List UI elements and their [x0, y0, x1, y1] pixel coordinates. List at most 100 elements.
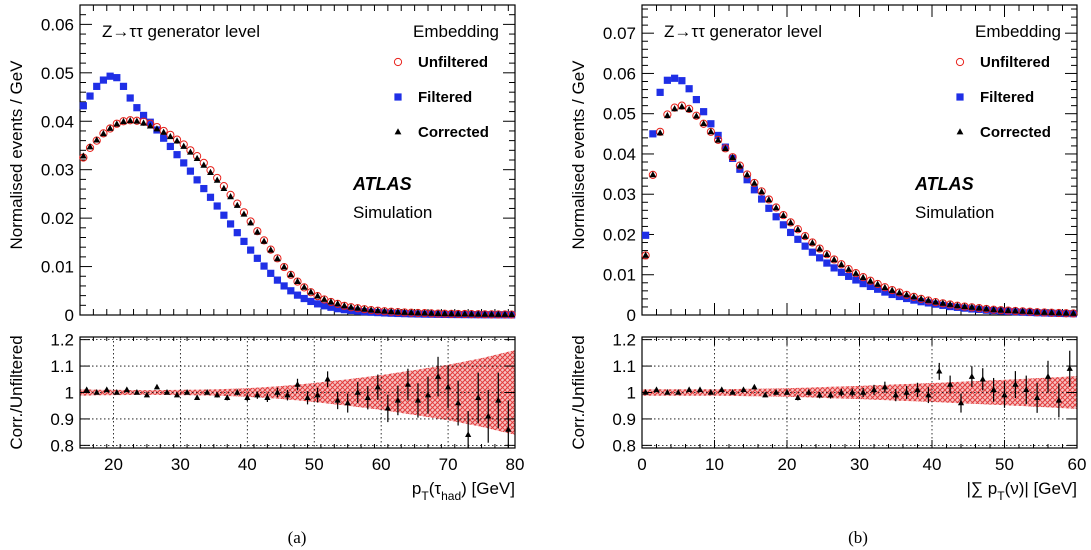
ratio-point: [914, 386, 921, 393]
y-tick-label: 0.03: [41, 161, 74, 180]
corrected-marker: [274, 255, 281, 262]
filtered-marker: [86, 92, 94, 100]
ratio-point: [424, 391, 432, 398]
corrected-marker: [508, 310, 516, 317]
unfiltered-marker: [750, 178, 759, 188]
corrected-marker: [736, 162, 744, 169]
legend-title: Embedding: [413, 22, 499, 41]
filtered-marker: [226, 220, 235, 228]
ratio-point: [455, 399, 462, 406]
ratio-point: [718, 386, 725, 393]
ratio-point: [968, 373, 975, 379]
y-tick-label: 0: [65, 306, 74, 325]
ratio-point: [475, 394, 482, 400]
corrected-marker: [448, 310, 455, 317]
x-tick-label: 20: [104, 455, 123, 474]
ratio-point: [113, 389, 120, 395]
x-tick-label: 10: [705, 455, 724, 474]
ratio-point: [224, 394, 231, 400]
unfiltered-marker: [273, 254, 282, 263]
y-tick-label: 0.06: [41, 15, 74, 34]
corrected-marker: [685, 105, 693, 113]
corrected-marker: [649, 171, 657, 178]
unfiltered-marker: [844, 265, 853, 274]
filtered-marker: [287, 287, 295, 295]
filtered-marker: [93, 82, 101, 90]
corrected-marker: [327, 298, 335, 305]
corrected-marker: [830, 256, 838, 263]
filtered-marker: [146, 118, 154, 126]
ratio-y-tick-label: 1.1: [612, 357, 636, 376]
corrected-marker: [260, 237, 268, 244]
corrected-marker: [307, 288, 315, 295]
filtered-marker: [113, 74, 121, 82]
corrected-marker: [678, 103, 686, 110]
plot-title: Z→ττ generator level: [102, 22, 260, 41]
ratio-point: [364, 394, 371, 400]
y-tick-label: 0.05: [603, 105, 636, 124]
legend-title: Embedding: [975, 22, 1061, 41]
y-tick-label: 0.05: [41, 64, 74, 83]
unfiltered-marker: [801, 231, 810, 241]
ratio-point: [947, 381, 954, 387]
corrected-marker: [758, 188, 766, 195]
corrected-marker: [642, 251, 650, 258]
unfiltered-marker: [692, 111, 701, 120]
filtered-marker: [160, 134, 168, 142]
ratio-point: [838, 389, 845, 395]
corrected-marker: [113, 120, 121, 127]
ratio-point: [696, 386, 704, 393]
ratio-point: [881, 383, 888, 390]
corrected-marker: [692, 112, 700, 119]
ratio-y-tick-label: 0.9: [50, 410, 74, 429]
filtered-marker: [874, 285, 882, 293]
corrected-marker: [100, 130, 107, 137]
corrected-marker: [1019, 307, 1027, 314]
filtered-marker: [253, 254, 261, 262]
atlas-sublabel: Simulation: [915, 203, 994, 222]
corrected-marker: [982, 305, 990, 312]
filtered-marker: [119, 82, 128, 90]
corrected-marker: [714, 136, 722, 143]
filtered-marker: [678, 77, 686, 85]
legend-filtered-label: Filtered: [980, 89, 1034, 106]
filtered-marker: [334, 305, 342, 313]
filtered-marker: [649, 130, 657, 138]
atlas-label: ATLAS: [914, 174, 974, 194]
corrected-marker: [166, 132, 174, 140]
filtered-marker: [881, 288, 889, 296]
ratio-point: [849, 389, 856, 395]
ratio-point: [344, 399, 351, 406]
ratio-point: [1034, 394, 1041, 400]
filtered-marker: [845, 272, 853, 280]
ratio-point: [254, 391, 261, 398]
corrected-marker: [1004, 306, 1012, 313]
y-tick-label: 0.03: [603, 185, 636, 204]
corrected-marker: [334, 300, 342, 307]
atlas-label: ATLAS: [352, 174, 412, 194]
corrected-marker: [1011, 307, 1019, 314]
ratio-point: [304, 394, 311, 400]
ratio-point: [957, 399, 965, 406]
corrected-marker: [374, 306, 382, 314]
corrected-marker: [910, 293, 918, 300]
panel-b: 0 0.01 0.02 0.03 0.04 0.05 0.06 0.07 Normalised …: [569, 4, 1086, 547]
filtered-marker: [280, 282, 288, 290]
ratio-point: [414, 396, 422, 403]
x-tick-label: 30: [171, 455, 190, 474]
legend-filtered-label: Filtered: [418, 89, 472, 106]
corrected-marker: [816, 245, 824, 252]
unfiltered-marker: [266, 245, 275, 254]
ratio-point: [979, 375, 986, 382]
x-tick-label: 50: [995, 455, 1014, 474]
corrected-marker: [837, 260, 845, 268]
ratio-point: [173, 391, 181, 398]
filtered-marker: [837, 268, 845, 276]
legend-corrected-label: Corrected: [980, 124, 1051, 141]
filtered-marker: [307, 297, 315, 306]
corrected-marker: [280, 263, 288, 270]
corrected-marker: [126, 116, 134, 124]
ratio-point: [664, 389, 671, 395]
filtered-marker: [830, 264, 838, 272]
filtered-marker: [743, 176, 751, 184]
